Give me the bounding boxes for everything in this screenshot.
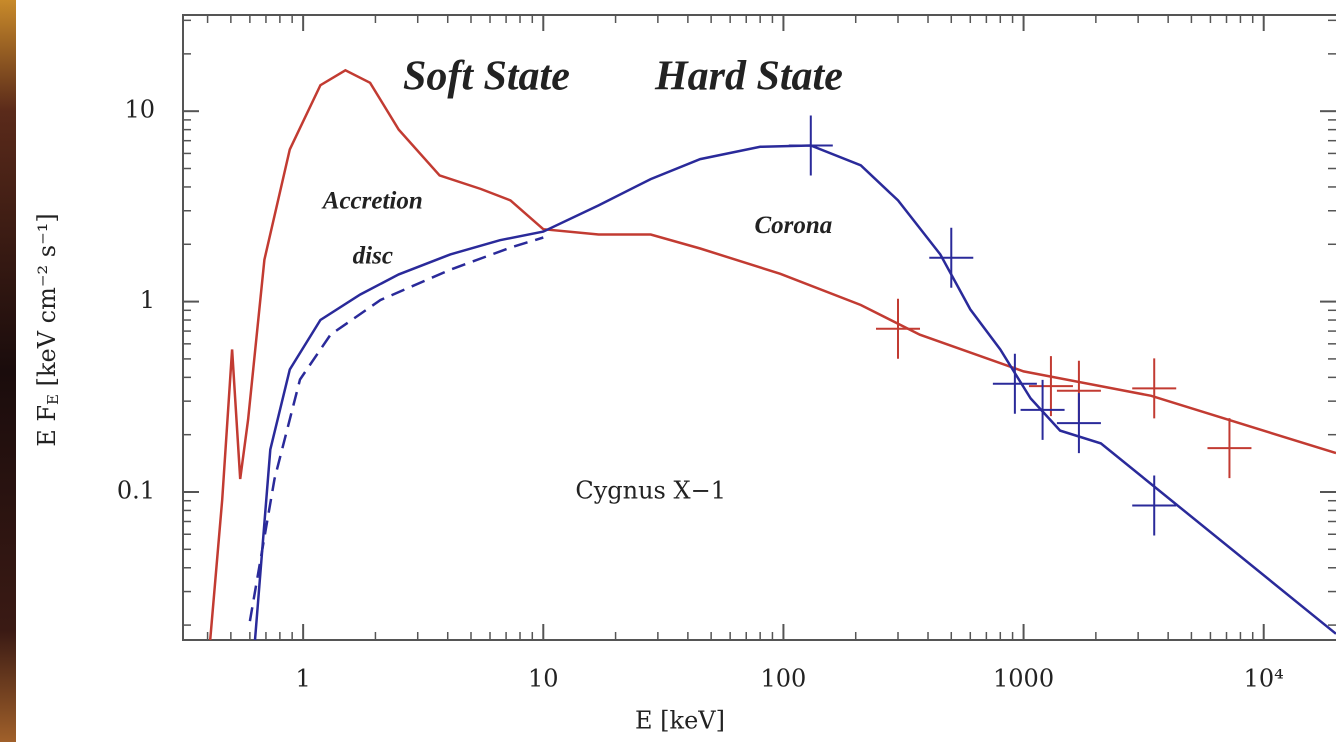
- error-cross: [1132, 475, 1176, 535]
- x-axis-label: E [keV]: [635, 707, 725, 735]
- annotation: Cygnus X−1: [575, 476, 726, 504]
- annotation: Corona: [754, 212, 832, 239]
- error-cross: [1021, 380, 1065, 440]
- x-tick-label: 10⁴: [1244, 665, 1284, 693]
- annotation: disc: [353, 242, 393, 269]
- error-cross: [1029, 356, 1073, 416]
- y-tick-label: 0.1: [117, 476, 155, 504]
- y-axis-label: E FE [keV cm⁻² s⁻¹]: [33, 213, 63, 447]
- chart: Soft State Hard State E [keV] E FE [keV …: [0, 0, 1336, 742]
- spectrum-line: [210, 70, 1336, 640]
- x-tick-label: 1000: [993, 665, 1054, 693]
- x-tick-label: 100: [761, 665, 807, 693]
- plot-frame: [183, 15, 1336, 640]
- y-tick-label: 10: [124, 96, 155, 124]
- background-strip: [0, 0, 16, 742]
- error-cross: [1057, 393, 1101, 453]
- annotation: Accretion: [321, 188, 423, 215]
- x-tick-label: 1: [296, 665, 311, 693]
- y-label-sub: E: [44, 394, 62, 405]
- error-cross: [929, 228, 973, 288]
- hard-state-label: Hard State: [654, 54, 843, 100]
- soft-state-label: Soft State: [403, 54, 570, 100]
- spectrum-line: [250, 238, 543, 622]
- x-tick-label: 10: [528, 665, 559, 693]
- y-label-main: E F: [33, 405, 61, 447]
- error-cross: [1132, 358, 1176, 418]
- y-label-rest: [keV cm⁻² s⁻¹]: [33, 213, 61, 394]
- error-cross: [1207, 418, 1251, 478]
- error-cross: [876, 299, 920, 359]
- error-cross: [789, 116, 833, 176]
- y-tick-label: 1: [140, 286, 155, 314]
